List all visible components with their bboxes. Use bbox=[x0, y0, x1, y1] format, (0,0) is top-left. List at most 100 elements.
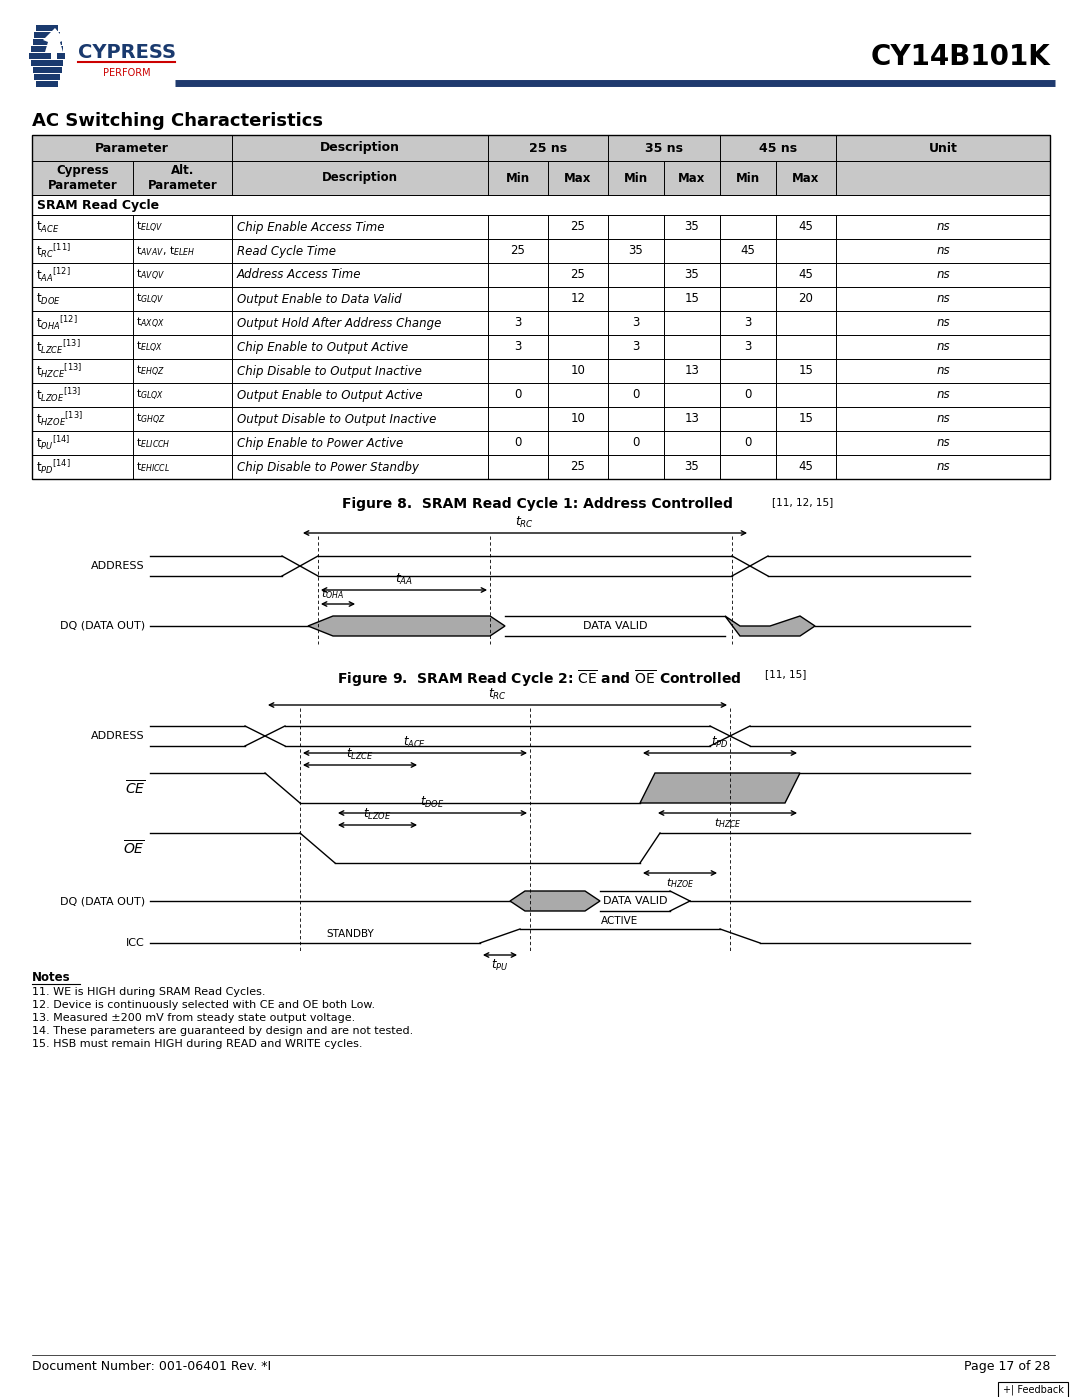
Text: 0: 0 bbox=[514, 388, 522, 401]
Text: $t_{AA}$: $t_{AA}$ bbox=[395, 571, 414, 587]
Text: $t_{OHA}$: $t_{OHA}$ bbox=[321, 587, 345, 601]
Bar bbox=[32, 196, 1050, 215]
Text: $t_{PU}$: $t_{PU}$ bbox=[491, 958, 509, 974]
Text: DQ (DATA OUT): DQ (DATA OUT) bbox=[59, 622, 145, 631]
Bar bbox=[35, 32, 59, 38]
Text: ns: ns bbox=[936, 461, 949, 474]
Bar bbox=[36, 25, 58, 31]
Text: t$_{ACE}$: t$_{ACE}$ bbox=[36, 219, 59, 235]
Text: 11. WE is HIGH during SRAM Read Cycles.: 11. WE is HIGH during SRAM Read Cycles. bbox=[32, 988, 266, 997]
Text: Page 17 of 28: Page 17 of 28 bbox=[963, 1361, 1050, 1373]
Text: 10: 10 bbox=[570, 412, 585, 426]
Bar bbox=[30, 46, 64, 52]
Polygon shape bbox=[640, 773, 800, 803]
Text: 0: 0 bbox=[632, 388, 639, 401]
Text: 3: 3 bbox=[744, 341, 752, 353]
Bar bbox=[32, 432, 1050, 455]
Text: t$_{ELQV}$: t$_{ELQV}$ bbox=[136, 219, 163, 235]
Text: Description: Description bbox=[320, 141, 400, 155]
Text: $\overline{CE}$: $\overline{CE}$ bbox=[124, 780, 145, 798]
Text: 12: 12 bbox=[570, 292, 585, 306]
Bar bbox=[36, 81, 58, 87]
Bar bbox=[32, 359, 1050, 383]
Text: ns: ns bbox=[936, 365, 949, 377]
Text: 25: 25 bbox=[570, 221, 585, 233]
Bar bbox=[32, 407, 1050, 432]
Text: t$_{HZCE}$$^{[13]}$: t$_{HZCE}$$^{[13]}$ bbox=[36, 362, 82, 380]
Text: t$_{EHICCL}$: t$_{EHICCL}$ bbox=[136, 460, 171, 474]
Text: Max: Max bbox=[793, 172, 820, 184]
Text: ADDRESS: ADDRESS bbox=[92, 562, 145, 571]
Bar bbox=[29, 53, 65, 59]
Text: t$_{GLQV}$: t$_{GLQV}$ bbox=[136, 292, 165, 306]
Text: Min: Min bbox=[624, 172, 648, 184]
Text: 0: 0 bbox=[632, 436, 639, 450]
Text: 35: 35 bbox=[685, 268, 700, 282]
Text: Unit: Unit bbox=[929, 141, 958, 155]
Text: DQ (DATA OUT): DQ (DATA OUT) bbox=[59, 895, 145, 907]
Polygon shape bbox=[308, 616, 505, 636]
Text: STANDBY: STANDBY bbox=[326, 929, 374, 939]
Text: PERFORM: PERFORM bbox=[104, 68, 151, 78]
Bar bbox=[32, 455, 1050, 479]
Text: 35: 35 bbox=[685, 461, 700, 474]
Text: 25: 25 bbox=[511, 244, 526, 257]
Text: t$_{AVQV}$: t$_{AVQV}$ bbox=[136, 267, 165, 282]
Text: 3: 3 bbox=[744, 317, 752, 330]
Text: 13: 13 bbox=[685, 365, 700, 377]
Text: 25: 25 bbox=[570, 268, 585, 282]
Text: $t_{ACE}$: $t_{ACE}$ bbox=[404, 735, 427, 750]
Text: AC Switching Characteristics: AC Switching Characteristics bbox=[32, 112, 323, 130]
Text: ns: ns bbox=[936, 292, 949, 306]
Bar bbox=[32, 215, 1050, 239]
Text: 3: 3 bbox=[514, 317, 522, 330]
Text: t$_{RC}$$^{[11]}$: t$_{RC}$$^{[11]}$ bbox=[36, 242, 71, 260]
Text: 0: 0 bbox=[744, 436, 752, 450]
Bar bbox=[998, 1382, 1068, 1397]
Text: $t_{PD}$: $t_{PD}$ bbox=[712, 735, 729, 750]
Text: 15: 15 bbox=[798, 412, 813, 426]
Text: ns: ns bbox=[936, 268, 949, 282]
Text: t$_{LZCE}$$^{[13]}$: t$_{LZCE}$$^{[13]}$ bbox=[36, 338, 81, 356]
Text: t$_{AVAV}$, t$_{ELEH}$: t$_{AVAV}$, t$_{ELEH}$ bbox=[136, 244, 195, 258]
Text: Alt.
Parameter: Alt. Parameter bbox=[148, 163, 217, 191]
Text: Document Number: 001-06401 Rev. *I: Document Number: 001-06401 Rev. *I bbox=[32, 1361, 271, 1373]
Text: 0: 0 bbox=[744, 388, 752, 401]
Text: Min: Min bbox=[505, 172, 530, 184]
Bar bbox=[32, 312, 1050, 335]
Text: Chip Enable to Output Active: Chip Enable to Output Active bbox=[237, 341, 408, 353]
Text: t$_{DOE}$: t$_{DOE}$ bbox=[36, 292, 60, 306]
Bar bbox=[32, 136, 1050, 161]
Text: Max: Max bbox=[678, 172, 705, 184]
Polygon shape bbox=[510, 891, 600, 911]
Text: Max: Max bbox=[565, 172, 592, 184]
Text: DATA VALID: DATA VALID bbox=[583, 622, 647, 631]
Text: t$_{PU}$$^{[14]}$: t$_{PU}$$^{[14]}$ bbox=[36, 434, 70, 453]
Bar bbox=[32, 263, 1050, 286]
Text: t$_{AXQX}$: t$_{AXQX}$ bbox=[136, 316, 165, 331]
Text: $t_{HZCE}$: $t_{HZCE}$ bbox=[714, 816, 742, 830]
Text: $t_{RC}$: $t_{RC}$ bbox=[488, 687, 507, 703]
Text: Chip Enable Access Time: Chip Enable Access Time bbox=[237, 221, 384, 233]
Text: ns: ns bbox=[936, 341, 949, 353]
Text: Output Disable to Output Inactive: Output Disable to Output Inactive bbox=[237, 412, 436, 426]
Text: $\overline{OE}$: $\overline{OE}$ bbox=[123, 838, 145, 858]
Text: t$_{PD}$$^{[14]}$: t$_{PD}$$^{[14]}$ bbox=[36, 458, 70, 476]
Text: $t_{LZCE}$: $t_{LZCE}$ bbox=[346, 747, 374, 761]
Bar bbox=[32, 286, 1050, 312]
Bar bbox=[32, 239, 1050, 263]
Text: ns: ns bbox=[936, 388, 949, 401]
Text: +| Feedback: +| Feedback bbox=[1002, 1384, 1064, 1396]
Text: Output Hold After Address Change: Output Hold After Address Change bbox=[237, 317, 442, 330]
Text: t$_{GLQX}$: t$_{GLQX}$ bbox=[136, 387, 164, 402]
Polygon shape bbox=[43, 28, 65, 60]
Bar bbox=[32, 161, 1050, 196]
Text: 10: 10 bbox=[570, 365, 585, 377]
Text: Description: Description bbox=[322, 172, 399, 184]
Text: 15: 15 bbox=[798, 365, 813, 377]
Text: Chip Disable to Power Standby: Chip Disable to Power Standby bbox=[237, 461, 419, 474]
Text: Figure 9.  SRAM Read Cycle 2: $\overline{\mathrm{CE}}$ and $\overline{\mathrm{OE: Figure 9. SRAM Read Cycle 2: $\overline{… bbox=[337, 669, 743, 690]
Bar bbox=[35, 74, 59, 80]
Text: 15. HSB must remain HIGH during READ and WRITE cycles.: 15. HSB must remain HIGH during READ and… bbox=[32, 1039, 363, 1049]
Text: Min: Min bbox=[735, 172, 760, 184]
